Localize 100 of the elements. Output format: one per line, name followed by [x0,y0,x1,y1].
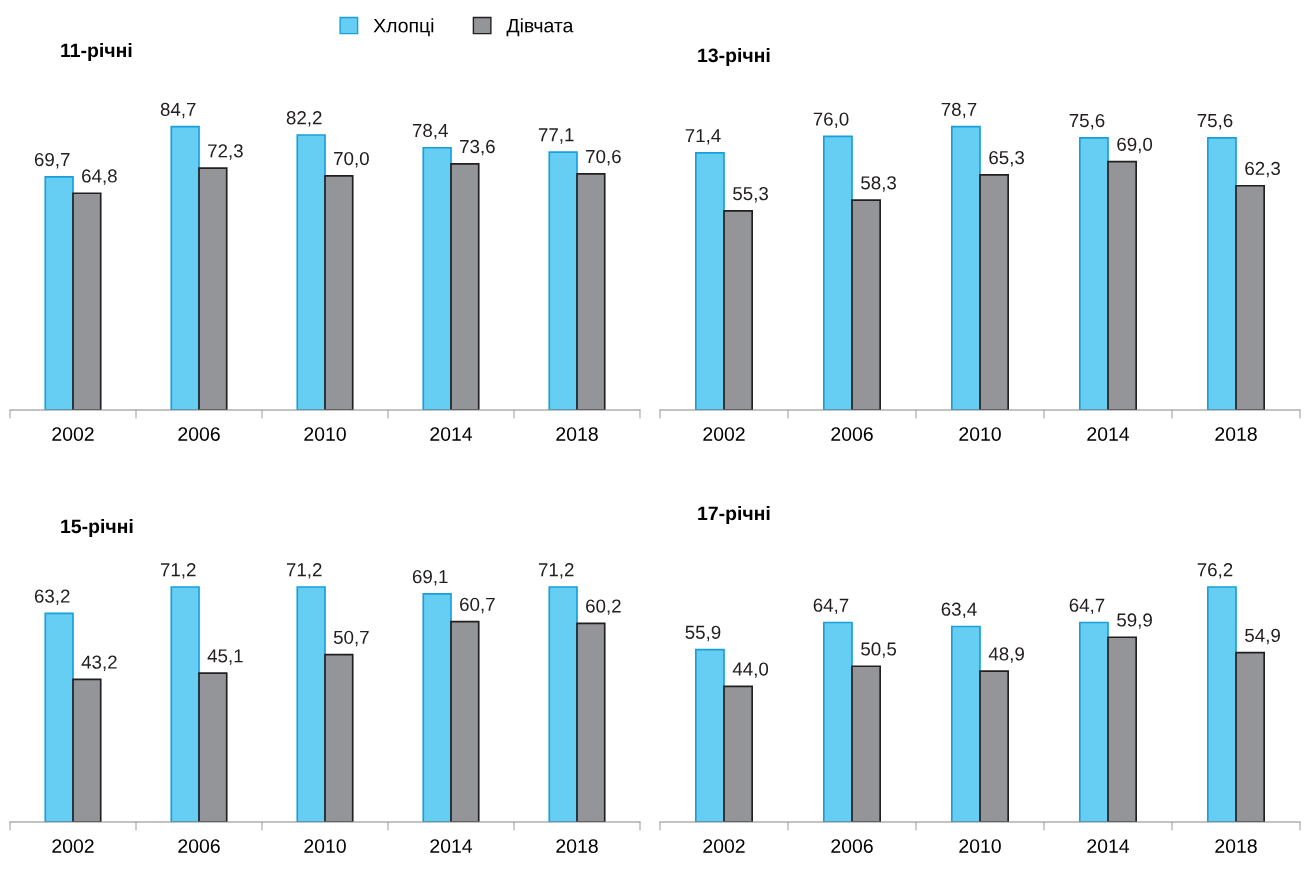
bar [548,586,578,822]
data-label: 44,0 [732,662,769,678]
bar [1235,184,1265,410]
data-label: 71,2 [538,563,574,579]
data-label: 59,9 [1117,613,1152,629]
bar [422,146,452,410]
bar [422,593,452,822]
data-label: 70,0 [334,151,369,168]
x-tick-label: 2002 [703,427,745,441]
bar [979,174,1009,410]
x-tick-label: 2018 [556,427,598,441]
data-label: 48,9 [988,647,1024,663]
data-label: 71,2 [286,563,322,579]
bar [198,672,228,822]
bar [1079,621,1109,822]
data-label: 55,9 [685,625,721,642]
data-label: 50,5 [861,642,897,658]
data-label: 43,2 [81,655,117,671]
x-tick-label: 2002 [703,839,745,853]
bar [851,665,881,822]
data-label: 63,4 [941,602,977,619]
x-tick-label: 2018 [1215,427,1257,441]
bar [324,653,354,822]
data-label: 58,3 [861,176,896,192]
data-label: 60,2 [586,599,621,615]
x-tick-label: 2010 [959,839,1001,853]
bar [979,670,1009,822]
x-tick-label: 2006 [178,427,220,441]
chart-title: 11-річні [61,42,132,62]
bar [851,199,881,410]
data-label: 69,1 [412,570,448,586]
data-label: 64,8 [82,169,117,185]
bar [44,176,74,410]
data-label: 70,6 [586,149,621,166]
bar [1079,136,1109,410]
data-label: 71,4 [685,129,721,145]
data-label: 82,2 [286,111,322,127]
data-label: 84,7 [160,102,196,119]
chart-title: 13-річні [698,47,770,67]
data-label: 73,6 [460,139,495,156]
bar [1235,651,1265,822]
x-tick-label: 2010 [304,427,346,441]
bar [576,622,606,822]
data-label: 63,2 [34,589,70,605]
data-label: 60,7 [460,597,495,614]
x-tick-label: 2018 [556,839,598,853]
data-label: 78,4 [412,123,448,140]
data-label: 50,7 [333,630,369,647]
bar [170,125,200,410]
bar [44,612,74,822]
bar [72,192,102,410]
bar [723,210,753,410]
bar [951,125,981,410]
x-tick-label: 2010 [959,427,1001,441]
bar [296,134,326,410]
x-tick-label: 2006 [831,427,873,441]
bar [296,586,326,822]
x-tick-label: 2002 [52,839,94,853]
data-label: 76,2 [1197,563,1233,579]
data-label: 54,9 [1245,628,1280,645]
legend-label: Дівчата [506,18,574,37]
bar [1107,160,1137,410]
bar [576,172,606,410]
bar [695,152,725,410]
data-label: 69,7 [34,152,70,169]
data-label: 64,7 [813,598,849,615]
bar [951,625,981,822]
chart-title: 17-річні [698,505,770,525]
data-label: 75,6 [1197,113,1233,130]
chart-title: 15-річні [61,518,133,538]
bar [72,678,102,822]
data-label: 77,1 [538,128,574,144]
x-tick-label: 2014 [1087,427,1130,441]
bar [823,621,853,822]
data-label: 76,0 [813,112,849,128]
x-tick-label: 2018 [1215,839,1257,853]
bar [1107,636,1137,822]
data-label: 62,3 [1245,161,1280,178]
x-tick-label: 2006 [178,839,220,853]
data-label: 69,0 [1117,137,1153,154]
x-tick-label: 2010 [304,839,346,853]
data-label: 78,7 [941,102,977,119]
data-label: 71,2 [160,563,196,579]
legend-label: Хлопці [373,18,434,37]
data-label: 45,1 [207,649,243,665]
bar [695,648,725,822]
bar [170,586,200,822]
bar [548,151,578,410]
data-label: 64,7 [1069,598,1105,615]
bar [723,685,753,822]
data-label: 65,3 [989,150,1024,167]
bar [324,175,354,410]
bar [1207,136,1237,410]
x-tick-label: 2006 [831,839,873,853]
bar [198,167,228,410]
data-label: 55,3 [733,186,768,203]
x-tick-label: 2002 [52,427,94,441]
data-label: 75,6 [1069,113,1105,130]
data-label: 72,3 [208,144,243,160]
bar [450,162,480,410]
